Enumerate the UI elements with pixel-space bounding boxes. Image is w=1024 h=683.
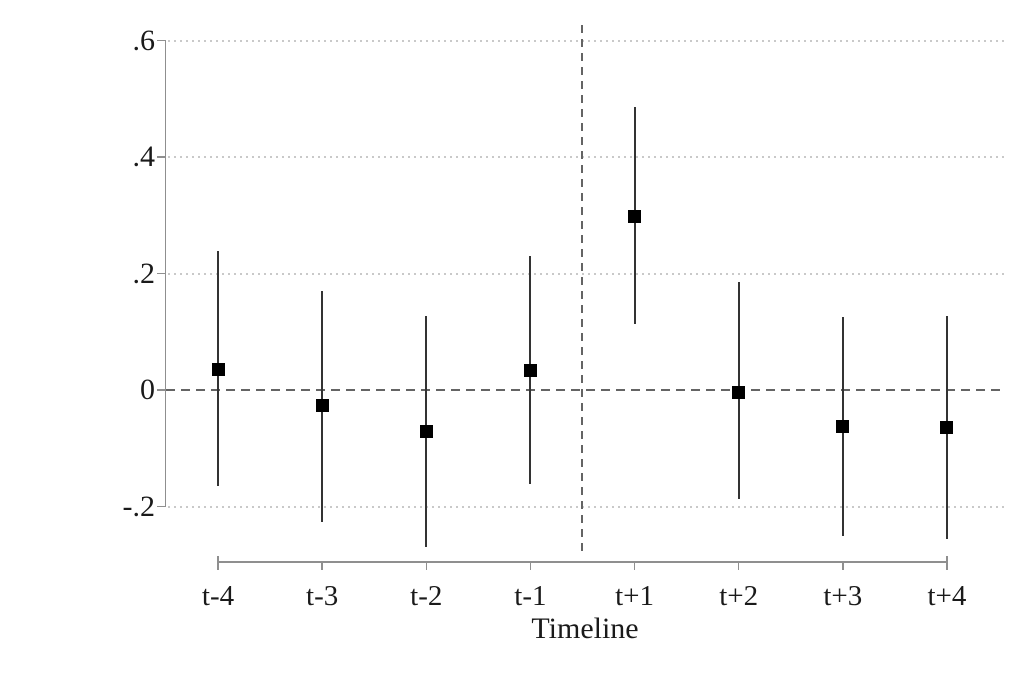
x-tick-label: t-2	[410, 580, 443, 612]
x-tick-label: t-4	[201, 580, 235, 612]
x-axis-title: Timeline	[531, 612, 639, 645]
point-estimate-t-2	[419, 425, 433, 439]
point-estimate-t+4	[940, 420, 954, 434]
event-time-divider-line	[581, 25, 584, 556]
x-tick-label: t-3	[306, 580, 339, 612]
point-estimate-t+2	[732, 386, 746, 400]
point-estimate-t-3	[315, 399, 329, 413]
y-tick-label: -.2	[122, 489, 156, 523]
point-estimate-t+3	[836, 420, 850, 434]
y-axis-tick	[157, 39, 166, 42]
x-tick-label: t+2	[719, 580, 759, 612]
x-axis-tick	[842, 562, 844, 570]
x-axis-tick	[737, 562, 740, 570]
y-tick-label: .2	[132, 256, 156, 290]
x-axis-tick	[529, 562, 532, 570]
y-gridline	[168, 272, 1004, 275]
x-axis-tick	[217, 555, 219, 570]
y-gridline	[168, 505, 1004, 508]
y-tick-label: 0	[140, 373, 155, 406]
x-tick-label: t+1	[615, 580, 654, 612]
x-axis-tick	[946, 555, 948, 570]
x-axis-line	[218, 561, 947, 563]
zero-reference-line	[166, 389, 1004, 391]
point-estimate-t-4	[211, 362, 225, 376]
x-tick-label: t-1	[514, 580, 547, 612]
x-axis-tick	[633, 562, 636, 570]
x-tick-label: t+4	[927, 580, 967, 612]
y-axis-tick	[157, 272, 166, 275]
x-axis-tick	[321, 562, 323, 570]
point-estimate-t-1	[523, 363, 537, 377]
point-estimate-t+1	[628, 209, 642, 223]
y-axis-tick	[157, 505, 166, 508]
y-tick-label: .6	[132, 23, 156, 57]
x-axis-tick	[425, 562, 428, 570]
y-gridline	[168, 39, 1004, 42]
x-tick-label: t+3	[823, 580, 863, 612]
y-gridline	[168, 156, 1004, 158]
y-tick-label: .4	[132, 140, 156, 173]
y-axis-tick	[157, 156, 166, 158]
y-axis-tick	[157, 389, 166, 391]
